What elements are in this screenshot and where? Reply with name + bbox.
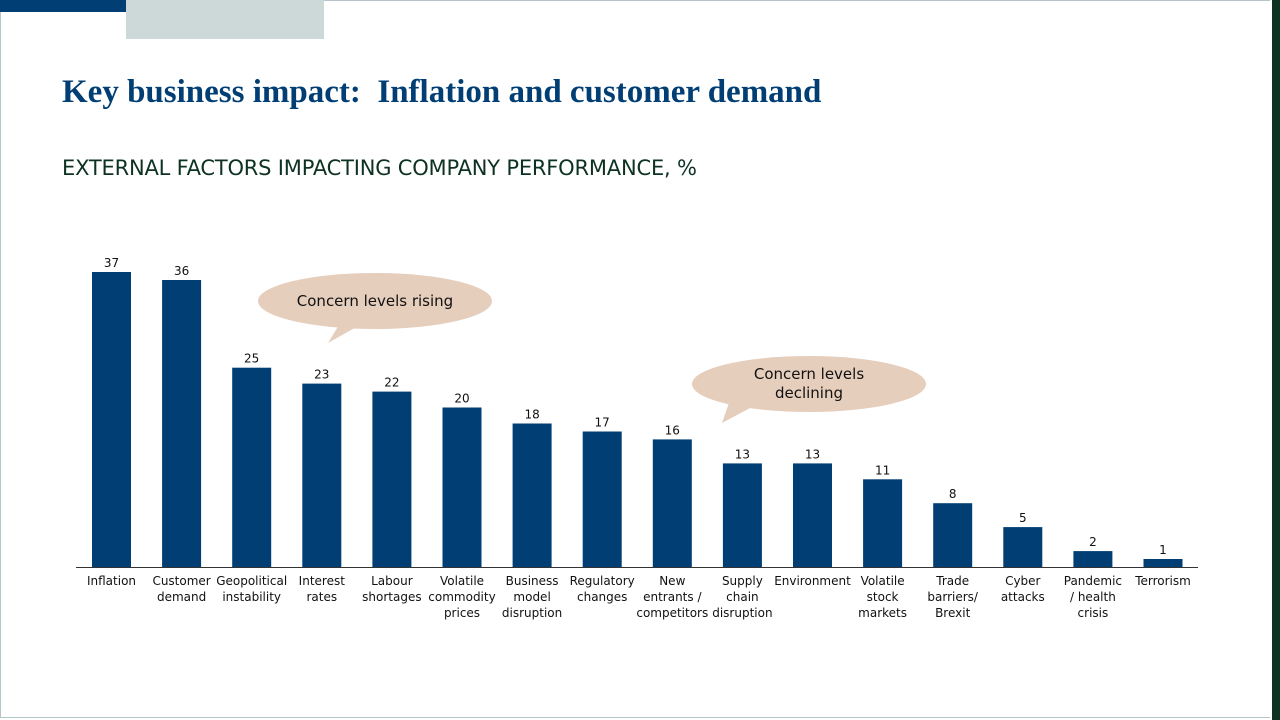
category-label-7: Business model disruption bbox=[502, 574, 562, 620]
callout-tail-2 bbox=[722, 400, 752, 423]
chart-title: EXTERNAL FACTORS IMPACTING COMPANY PERFO… bbox=[62, 156, 697, 180]
category-label-3: Geopolitical instability bbox=[216, 574, 287, 604]
data-label-14: 5 bbox=[1019, 511, 1027, 525]
bar-3 bbox=[232, 367, 272, 567]
data-label-11: 13 bbox=[805, 447, 820, 461]
bar-12 bbox=[863, 479, 903, 567]
category-label-13: Trade barriers/Brexit bbox=[927, 574, 979, 620]
callout-bubble-2 bbox=[692, 356, 926, 412]
bar-4 bbox=[302, 383, 342, 567]
category-label-14: Cyber attacks bbox=[1001, 574, 1045, 604]
top-accent-block bbox=[126, 0, 324, 39]
category-label-15: Pandemic / health crisis bbox=[1064, 574, 1122, 620]
data-label-2: 36 bbox=[174, 264, 189, 278]
category-label-1: Inflation bbox=[87, 574, 136, 588]
category-label-2: Customer demand bbox=[152, 574, 210, 604]
category-label-5: Labour shortages bbox=[362, 574, 421, 604]
bar-15 bbox=[1073, 551, 1113, 567]
category-label-8: Regulatory changes bbox=[570, 574, 635, 604]
data-label-3: 25 bbox=[244, 352, 259, 366]
bar-16 bbox=[1143, 559, 1183, 567]
callout-bubble-1 bbox=[258, 273, 492, 329]
bar-6 bbox=[442, 407, 482, 567]
data-label-15: 2 bbox=[1089, 535, 1097, 549]
data-label-13: 8 bbox=[949, 487, 957, 501]
category-label-10: Supply chain disruption bbox=[712, 574, 772, 620]
category-label-12: Volatile stock markets bbox=[858, 574, 907, 620]
data-label-9: 16 bbox=[665, 423, 680, 437]
right-edge-stripe bbox=[1270, 0, 1280, 720]
category-label-11: Environment bbox=[774, 574, 851, 588]
bar-7 bbox=[512, 423, 552, 567]
data-label-1: 37 bbox=[104, 256, 119, 270]
data-label-8: 17 bbox=[595, 416, 610, 430]
category-label-16: Terrorism bbox=[1134, 574, 1191, 588]
bar-10 bbox=[722, 463, 762, 567]
bar-14 bbox=[1003, 527, 1043, 567]
data-label-4: 23 bbox=[314, 368, 329, 382]
bar-1 bbox=[92, 272, 131, 567]
bar-8 bbox=[582, 431, 622, 567]
bar-9 bbox=[652, 439, 692, 567]
bar-13 bbox=[933, 503, 973, 567]
bar-11 bbox=[793, 463, 832, 567]
category-label-6: Volatile commodity prices bbox=[428, 574, 495, 620]
category-label-9: New entrants / competitors bbox=[636, 574, 708, 620]
bar-2 bbox=[162, 280, 202, 567]
callout-tail-1 bbox=[328, 320, 360, 343]
bar-5 bbox=[372, 391, 412, 567]
data-label-5: 22 bbox=[384, 376, 399, 390]
callout-rising: Concern levels rising bbox=[296, 291, 454, 310]
data-label-7: 18 bbox=[524, 408, 539, 422]
category-label-4: Interest rates bbox=[299, 574, 346, 604]
callout-declining: Concern levels declining bbox=[753, 365, 865, 402]
data-label-12: 11 bbox=[875, 463, 890, 477]
data-label-16: 1 bbox=[1159, 543, 1167, 557]
data-label-10: 13 bbox=[735, 447, 750, 461]
slide-title: Key business impact: Inflation and custo… bbox=[62, 74, 822, 110]
data-label-6: 20 bbox=[454, 392, 469, 406]
